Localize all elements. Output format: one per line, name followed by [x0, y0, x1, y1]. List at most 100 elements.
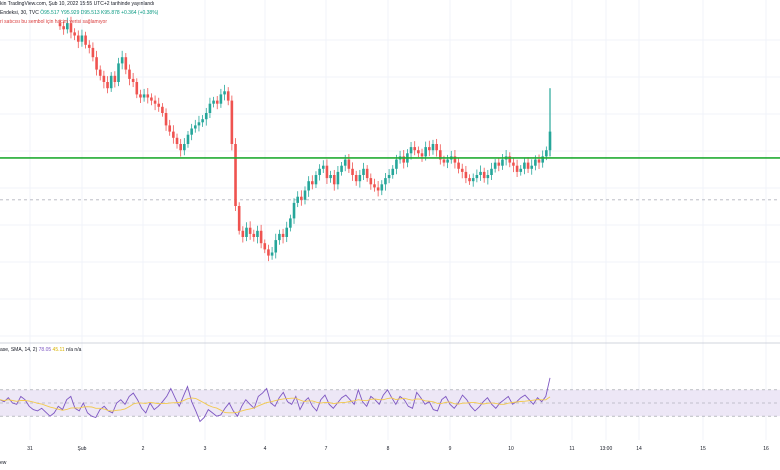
candle-body: [168, 125, 172, 132]
candle-body: [252, 233, 256, 237]
candle-body: [442, 159, 446, 163]
candle-body: [84, 35, 87, 45]
candle-body: [219, 94, 223, 104]
candle-body: [62, 26, 65, 30]
candle-body: [193, 125, 197, 129]
candle-body: [263, 243, 267, 250]
candle-body: [424, 147, 427, 157]
candle-body: [332, 175, 336, 185]
indicator-name: ase, SMA, 14, 2): [0, 347, 38, 353]
candle-body: [534, 159, 537, 166]
candle-body: [117, 63, 120, 82]
candle-body: [230, 100, 234, 144]
candle-body: [245, 227, 248, 237]
candle-body: [545, 150, 548, 157]
candle-body: [475, 175, 479, 179]
ohlc-low: D95.513: [80, 10, 100, 16]
candle-body: [190, 128, 193, 135]
x-tick-label: Şub: [78, 446, 87, 452]
candle-body: [179, 144, 182, 151]
candle-body: [300, 196, 303, 200]
candle-body: [172, 131, 175, 138]
candle-body: [95, 57, 98, 70]
candle-body: [157, 103, 161, 107]
candle-body: [201, 119, 204, 123]
candle-body: [128, 69, 131, 79]
candle-body: [325, 165, 329, 179]
candle-body: [460, 168, 464, 172]
candle-body: [471, 178, 475, 182]
candle-body: [413, 147, 417, 151]
candle-body: [256, 230, 259, 237]
candle-body: [420, 153, 424, 157]
publish-info: kin TradingView.com, Şub 10, 2022 15:55 …: [0, 1, 155, 7]
symbol-info: Endeksi, 30, TVC Ö95.517 Y95.929 D95.513…: [0, 10, 158, 16]
candle-body: [519, 168, 523, 172]
candle-body: [391, 168, 395, 175]
x-tick-label: 14: [636, 446, 642, 452]
candle-body: [161, 106, 164, 113]
candle-body: [493, 162, 497, 169]
candle-body: [384, 178, 387, 185]
candle-body: [464, 171, 468, 179]
candle-body: [120, 57, 124, 64]
candle-body: [395, 159, 398, 169]
candle-body: [501, 159, 504, 166]
candle-body: [354, 175, 358, 182]
candle-body: [131, 78, 135, 82]
candle-body: [186, 134, 190, 144]
candle-body: [380, 184, 384, 191]
x-tick-label: 2: [142, 446, 145, 452]
candle-body: [150, 97, 153, 101]
candle-body: [530, 165, 534, 169]
rsi-ma-line: [0, 396, 551, 414]
candle-body: [204, 113, 208, 120]
x-tick-label: 15: [700, 446, 706, 452]
candle-body: [438, 150, 442, 160]
indicator-header: ase, SMA, 14, 2) 78.05 45.11 n/a n/a: [0, 347, 81, 353]
candle-body: [369, 178, 373, 185]
candle-body: [66, 23, 69, 30]
candle-body: [387, 175, 391, 179]
candle-body: [164, 113, 168, 126]
x-tick-label: 4: [264, 446, 267, 452]
candle-body: [303, 190, 307, 200]
candle-body: [183, 144, 186, 151]
x-tick-label: 7: [325, 446, 328, 452]
candle-body: [490, 168, 493, 175]
ohlc-change: +0.364 (+0.38%): [121, 10, 159, 16]
candle-body: [321, 165, 325, 169]
candle-body: [98, 69, 102, 76]
candle-body: [329, 175, 332, 179]
candle-body: [314, 175, 318, 185]
candle-body: [259, 230, 263, 244]
indicator-value-rsi: 78.05: [38, 347, 52, 353]
candle-body: [270, 252, 274, 256]
x-tick-label: 31: [27, 446, 33, 452]
candle-body: [248, 227, 252, 234]
candle-body: [281, 233, 285, 237]
candle-body: [358, 175, 362, 182]
candle-body: [402, 156, 406, 163]
candle-body: [343, 159, 347, 166]
candle-body: [523, 162, 526, 169]
candle-body: [365, 168, 369, 179]
candle-body: [457, 162, 460, 169]
candle-body: [69, 23, 73, 33]
x-tick-label: 13:00: [600, 446, 613, 452]
candle-body: [212, 100, 215, 104]
candle-body: [428, 147, 431, 151]
candle-body: [336, 171, 340, 185]
candle-body: [102, 75, 106, 82]
candle-body: [73, 32, 76, 36]
candle-body: [292, 202, 296, 219]
volume-notice: ri satıcısı bu sembol için hacim verisi …: [0, 19, 107, 25]
indicator-value-ma: 45.11: [52, 347, 65, 353]
rsi-line: [0, 377, 551, 423]
x-tick-label: 8: [387, 446, 390, 452]
candle-body: [307, 181, 310, 191]
x-tick-label: 16: [763, 446, 769, 452]
candle-body: [142, 94, 146, 98]
candle-body: [76, 35, 80, 42]
